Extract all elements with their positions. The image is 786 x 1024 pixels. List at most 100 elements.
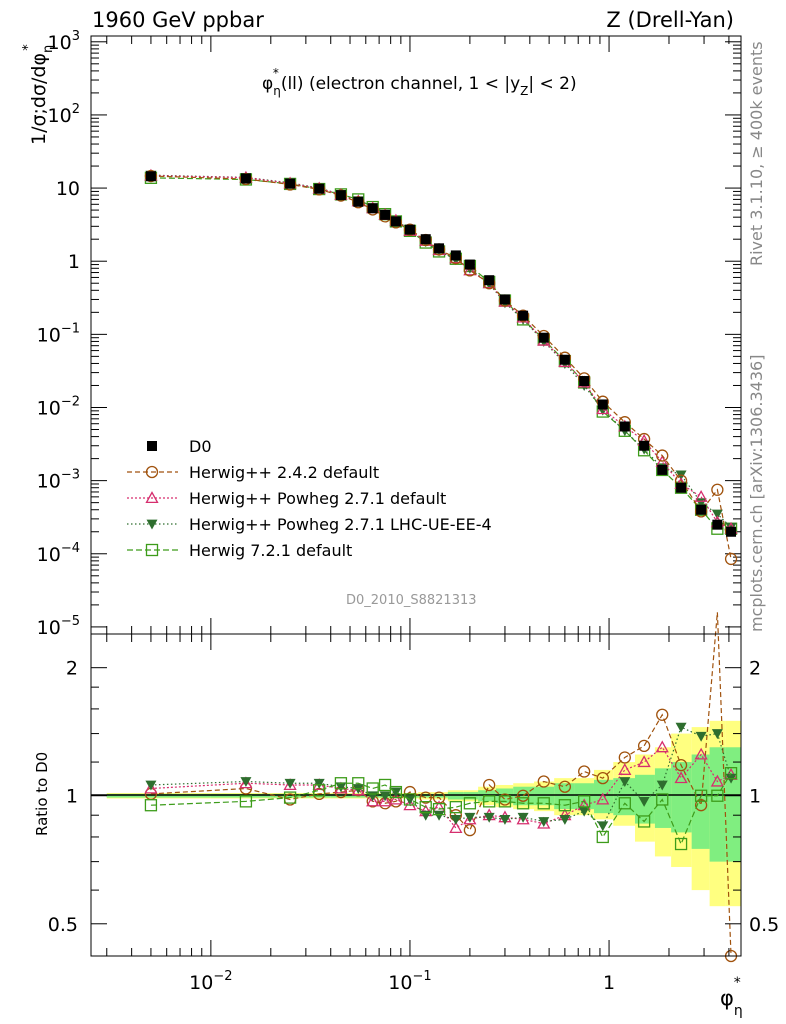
legend-entry-herwig7: Herwig 7.2.1 default	[127, 541, 352, 560]
powheg-marker	[694, 490, 708, 502]
herwig7-marker	[483, 795, 496, 808]
powheg-marker	[449, 821, 463, 833]
main-x-ticks	[106, 36, 730, 634]
powheg-marker	[537, 816, 551, 829]
powheg-lhc-marker	[240, 777, 252, 788]
herwigpp-marker	[483, 778, 496, 792]
herwig7-marker	[463, 797, 477, 810]
main-y-tick-base: 10	[37, 471, 61, 493]
main-y-tick-label: 10−3	[37, 468, 80, 493]
x-tick-base: 10	[189, 972, 213, 994]
mcplots-credit-text: mcplots.cern.ch [arXiv:1306.3436]	[747, 355, 766, 632]
powheg-lhc-marker	[433, 810, 445, 821]
main-y-tick-label: 102	[48, 102, 80, 127]
xlabel-phi: φ	[720, 986, 734, 1010]
legend-entry-herwigpp: Herwig++ 2.4.2 default	[127, 463, 379, 482]
powheg-lhc-marker	[499, 814, 511, 825]
herwig7-marker	[537, 797, 550, 810]
green-band-segment	[463, 792, 479, 800]
herwig7-marker	[145, 543, 159, 557]
herwig7-marker	[352, 777, 365, 790]
green-band-segment	[671, 762, 692, 833]
powheg-marker	[655, 740, 669, 753]
powheg-marker	[674, 771, 688, 784]
powheg-lhc-marker	[335, 782, 347, 793]
data-point-marker	[538, 332, 549, 343]
powheg-marker	[463, 263, 477, 276]
herwigpp-marker	[694, 799, 708, 812]
green-band-segment	[709, 747, 726, 862]
powheg-lhc-marker	[711, 509, 723, 520]
powheg-marker	[710, 774, 724, 787]
herwig7-marker	[334, 777, 348, 790]
svg-text:1/σ;dσ/dφη*: 1/σ;dσ/dφη *	[21, 44, 56, 145]
title-eta: η	[273, 84, 281, 98]
powheg-lhc-marker	[675, 722, 687, 733]
herwigpp-marker	[656, 449, 669, 462]
main-y-tick-base: 10	[37, 397, 61, 419]
ratio-y-tick-label: 1	[66, 786, 78, 808]
xlabel-eta: η	[734, 1003, 743, 1019]
green-band-segment	[447, 792, 464, 800]
herwigpp-marker	[334, 189, 348, 202]
ratio-x-tick-label: 1	[603, 972, 615, 994]
powheg-marker	[145, 491, 159, 504]
herwigpp-marker	[516, 309, 530, 322]
herwig7-marker	[283, 791, 297, 804]
main-y-tick-base: 10	[48, 32, 72, 54]
legend-label: D0	[189, 437, 212, 456]
series-line-herwigpp	[150, 175, 732, 560]
header-left-title: 1960 GeV ppbar	[92, 8, 264, 32]
herwigpp-marker	[419, 791, 432, 804]
herwigpp-marker	[656, 708, 669, 721]
ylabel-main: 1/σ;dσ/dφ	[28, 53, 50, 145]
powheg-marker	[239, 776, 253, 789]
powheg-marker	[366, 794, 380, 807]
main-y-tick-exp: −2	[61, 394, 80, 409]
ratio-y-tick-label-right: 0.5	[749, 914, 779, 936]
x-tick-exp: −2	[213, 969, 232, 984]
ratio-line-herwigpp	[150, 612, 732, 957]
powheg-lhc-marker	[619, 777, 631, 788]
data-point-marker	[367, 203, 378, 214]
data-point-marker	[579, 376, 590, 387]
data-point-marker	[464, 259, 475, 270]
herwig7-marker	[618, 797, 631, 810]
data-point-marker	[484, 275, 495, 286]
main-y-tick-label: 103	[48, 29, 80, 54]
data-point-marker	[285, 178, 296, 189]
data-point-marker	[559, 354, 570, 365]
legend-label: Herwig 7.2.1 default	[189, 541, 352, 560]
powheg-lhc-marker	[146, 519, 158, 530]
title-end: | < 2)	[528, 74, 576, 94]
ratio-y-tick-label: 0.5	[48, 914, 78, 936]
main-y-tick-base: 10	[48, 105, 72, 127]
powheg-lhc-marker	[517, 812, 529, 823]
herwig7-marker	[419, 801, 432, 814]
herwigpp-marker	[596, 771, 609, 785]
main-series	[144, 168, 738, 566]
herwig7-marker	[378, 778, 392, 792]
main-y-tick-label: 10−2	[37, 394, 80, 419]
header-right-title: Z (Drell-Yan)	[606, 8, 734, 32]
powheg-marker	[378, 794, 392, 807]
herwig7-marker	[403, 793, 417, 806]
herwigpp-marker	[145, 465, 159, 479]
main-y-tick-base: 10	[37, 544, 61, 566]
powheg-lhc-marker	[656, 780, 668, 791]
data-point-marker	[696, 504, 707, 515]
data-point-marker	[353, 196, 364, 207]
herwig7-marker	[313, 784, 326, 797]
legend-label: Herwig++ Powheg 2.7.1 LHC-UE-EE-4	[189, 515, 492, 534]
powheg-marker	[334, 781, 348, 794]
ratio-panel: 0.5 0.51 12 2 10−2 10−1 1 Ratio to D0	[33, 612, 779, 994]
herwigpp-marker	[463, 824, 477, 837]
powheg-marker	[389, 792, 403, 805]
herwig7-marker	[432, 802, 446, 816]
ratio-series-herwig7	[144, 767, 738, 851]
powheg-lhc-marker	[313, 778, 325, 789]
legend-entry-data: D0	[147, 437, 212, 456]
ylabel-sup: *	[21, 44, 36, 51]
powheg-lhc-marker	[145, 780, 157, 791]
